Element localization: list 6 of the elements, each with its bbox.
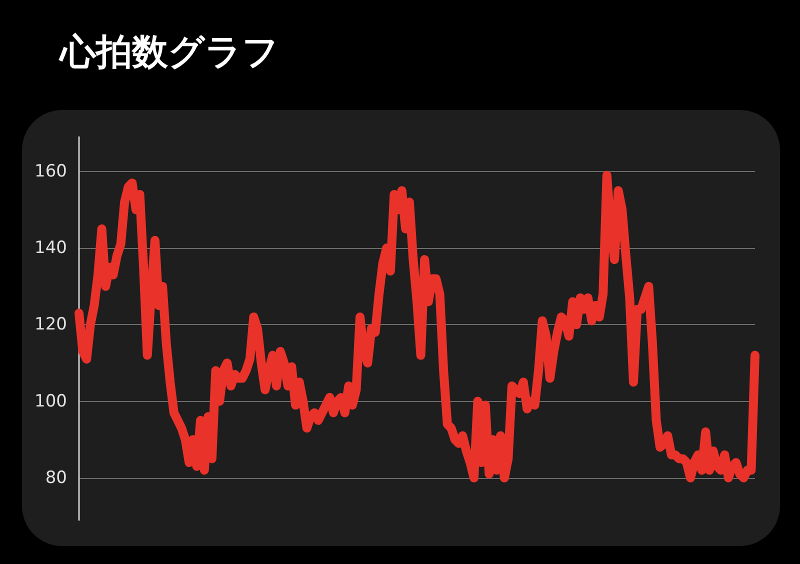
chart-title: 心拍数グラフ	[60, 31, 279, 75]
y-tick-label: 160	[34, 161, 67, 182]
y-tick-label: 100	[34, 391, 67, 412]
y-tick-label: 120	[34, 314, 67, 335]
y-tick-label: 140	[34, 238, 67, 258]
y-tick-label: 80	[45, 468, 67, 488]
